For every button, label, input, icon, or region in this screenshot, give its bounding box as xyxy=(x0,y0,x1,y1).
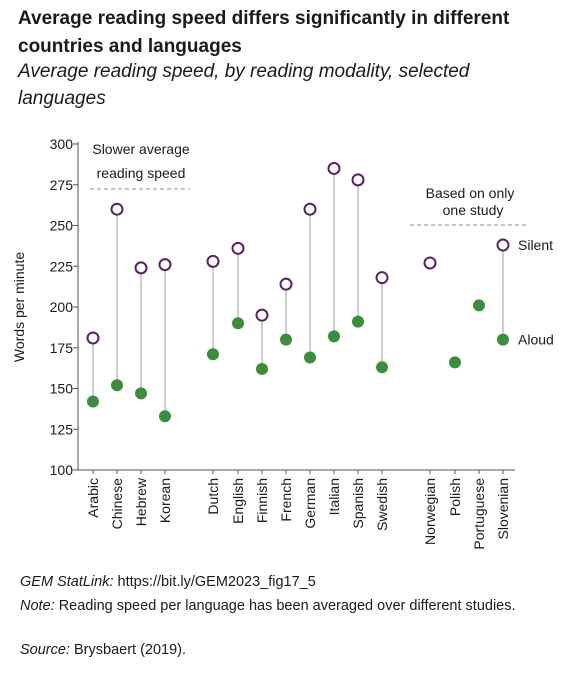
x-tick-label: Dutch xyxy=(205,478,221,515)
x-tick-label: Hebrew xyxy=(133,477,149,526)
statlink-label: GEM StatLink: xyxy=(20,574,114,590)
x-tick-label: Finnish xyxy=(254,478,270,523)
silent-point xyxy=(134,261,148,275)
note-label: Note: xyxy=(20,598,55,614)
y-tick-label: 200 xyxy=(50,299,74,315)
silent-point xyxy=(206,254,220,268)
aloud-point xyxy=(232,317,244,330)
note-line: Note: Reading speed per language has bee… xyxy=(20,597,550,616)
aloud-point xyxy=(207,348,219,361)
silent-point xyxy=(351,173,365,187)
x-tick-label: English xyxy=(230,478,246,524)
aloud-point xyxy=(473,299,485,312)
dot-plot-chart: 100 125 150 175 200 225 250 275 300 Words per min… xyxy=(11,136,554,550)
aloud-point xyxy=(280,333,292,346)
x-tick-label: Norwegian xyxy=(422,478,438,545)
x-tick-label: Spanish xyxy=(350,478,366,529)
chart-title: Average reading speed differs significan… xyxy=(18,8,510,57)
silent-point xyxy=(303,202,317,216)
aloud-point xyxy=(159,410,171,423)
silent-point xyxy=(86,331,100,345)
series-label-aloud: Aloud xyxy=(518,332,554,348)
y-tick-label: 275 xyxy=(50,177,74,193)
silent-point xyxy=(255,308,269,322)
silent-point xyxy=(375,271,389,285)
y-tick-label: 175 xyxy=(50,340,74,356)
annotation-study-line2: one study xyxy=(443,202,504,218)
aloud-point xyxy=(497,333,509,346)
x-tick-label: Slovenian xyxy=(495,478,511,540)
series-label-silent: Silent xyxy=(518,237,553,253)
x-tick-label: Arabic xyxy=(85,478,101,518)
aloud-point xyxy=(449,356,461,369)
x-tick-label: French xyxy=(278,478,294,522)
aloud-point xyxy=(376,361,388,374)
statlink-line: GEM StatLink: https://bit.ly/GEM2023_fig… xyxy=(20,573,550,592)
annotation-slower-line1: Slower average xyxy=(92,141,189,157)
x-tick-label: German xyxy=(302,478,318,529)
aloud-point xyxy=(111,379,123,392)
y-axis-label: Words per minute xyxy=(11,252,27,362)
silent-point xyxy=(496,238,510,252)
silent-point xyxy=(158,258,172,272)
x-tick-label: Korean xyxy=(157,478,173,523)
aloud-point xyxy=(256,362,268,375)
silent-point xyxy=(327,161,341,175)
chart-subtitle: Average reading speed, by reading modali… xyxy=(18,61,470,109)
source-label: Source: xyxy=(20,642,70,658)
aloud-point xyxy=(328,330,340,343)
y-tick-label: 100 xyxy=(50,462,74,478)
source-text: Brysbaert (2019). xyxy=(74,642,187,658)
y-tick-label: 150 xyxy=(50,381,74,397)
x-tick-label: Italian xyxy=(326,478,342,515)
statlink-url[interactable]: https://bit.ly/GEM2023_fig17_5 xyxy=(117,574,316,590)
silent-point xyxy=(231,241,245,255)
silent-point xyxy=(110,202,124,216)
y-tick-label: 300 xyxy=(50,136,74,152)
x-tick-label: Swedish xyxy=(374,478,390,531)
annotation-study-line1: Based on only xyxy=(426,185,515,201)
y-tick-label: 125 xyxy=(50,421,74,437)
x-tick-label: Chinese xyxy=(109,478,125,530)
aloud-point xyxy=(135,387,147,400)
x-tick-label: Polish xyxy=(447,478,463,516)
annotation-slower-line2: reading speed xyxy=(97,165,186,181)
aloud-point xyxy=(304,351,316,364)
y-tick-label: 225 xyxy=(50,258,74,274)
silent-point xyxy=(423,256,437,270)
aloud-point xyxy=(352,315,364,328)
silent-point xyxy=(279,277,293,291)
x-tick-label: Portuguese xyxy=(471,478,487,550)
source-line: Source: Brysbaert (2019). xyxy=(20,641,550,660)
aloud-point xyxy=(87,395,99,408)
note-text: Reading speed per language has been aver… xyxy=(58,598,516,614)
y-tick-label: 250 xyxy=(50,218,74,234)
